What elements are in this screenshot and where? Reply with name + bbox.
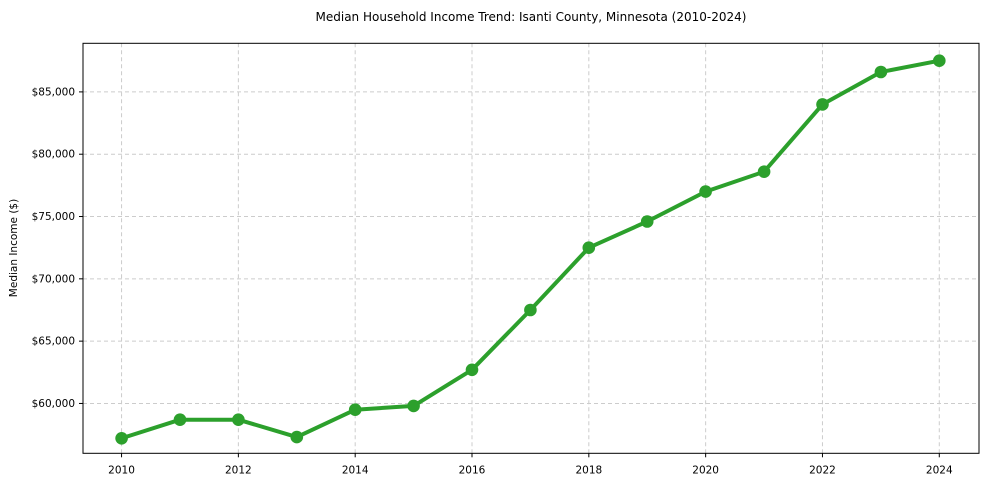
data-point-2023 <box>874 65 888 79</box>
plot-area-border <box>82 42 980 454</box>
y-tick-label-80000: $80,000 <box>32 149 75 161</box>
y-tick-label-85000: $85,000 <box>32 86 75 98</box>
data-point-2021 <box>757 165 771 178</box>
x-tick-label-2018: 2018 <box>575 464 602 476</box>
x-tick-label-2022: 2022 <box>809 464 836 476</box>
data-point-2012 <box>232 413 245 427</box>
chart-title: Median Household Income Trend: Isanti Co… <box>316 10 747 24</box>
data-point-2011 <box>173 413 187 427</box>
x-tick-label-2010: 2010 <box>108 464 135 476</box>
gridlines <box>83 43 979 454</box>
data-point-2010 <box>115 432 128 445</box>
x-tick-label-2012: 2012 <box>225 464 252 476</box>
y-tick-label-65000: $65,000 <box>32 336 75 348</box>
y-tick-label-75000: $75,000 <box>32 211 75 223</box>
data-point-2024 <box>933 54 946 67</box>
axis-ticks <box>79 91 940 458</box>
data-series <box>115 54 946 445</box>
x-tick-label-2024: 2024 <box>926 464 953 476</box>
x-tick-label-2020: 2020 <box>692 464 719 476</box>
x-tick-label-2016: 2016 <box>459 464 486 476</box>
data-point-2013 <box>290 430 304 444</box>
y-tick-label-60000: $60,000 <box>32 398 75 410</box>
data-point-2019 <box>640 215 654 228</box>
income-trend-line <box>119 58 942 441</box>
y-axis-label: Median Income ($) <box>8 199 20 297</box>
y-tick-label-70000: $70,000 <box>32 273 75 285</box>
data-point-2017 <box>524 303 537 317</box>
x-tick-label-2014: 2014 <box>342 464 369 476</box>
data-point-2014 <box>348 403 362 417</box>
data-point-2022 <box>816 98 829 111</box>
data-point-2016 <box>465 363 479 377</box>
data-point-2018 <box>582 241 596 254</box>
data-point-2020 <box>699 185 712 198</box>
data-point-2015 <box>407 399 420 413</box>
axis-tick-labels: 2010 2012 2014 2016 2018 2020 2022 2024 $60,000 $… <box>32 86 953 476</box>
